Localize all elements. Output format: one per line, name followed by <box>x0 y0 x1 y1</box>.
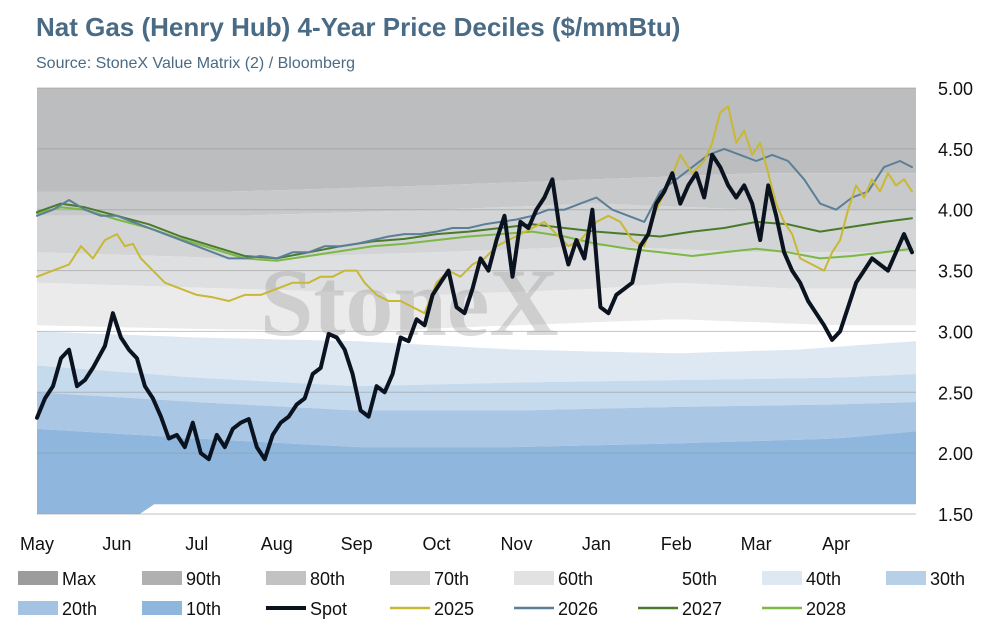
legend-item-2028: 2028 <box>762 599 846 619</box>
y-tick-label: 1.50 <box>938 505 973 525</box>
legend-label: 2026 <box>558 599 598 619</box>
legend-label: 80th <box>310 569 345 589</box>
y-tick-label: 3.00 <box>938 322 973 342</box>
legend-swatch <box>18 601 58 615</box>
legend-item-max: Max <box>18 569 96 589</box>
x-tick-label: Jun <box>102 534 131 554</box>
x-tick-label: Jan <box>582 534 611 554</box>
legend-label: 2025 <box>434 599 474 619</box>
x-tick-label: Mar <box>741 534 772 554</box>
legend-label: 10th <box>186 599 221 619</box>
series-line-spot <box>35 152 914 462</box>
legend-item-2027: 2027 <box>638 599 722 619</box>
legend-item-90th: 90th <box>142 569 221 589</box>
chart-subtitle: Source: StoneX Value Matrix (2) / Bloomb… <box>36 55 355 72</box>
y-tick-label: 2.50 <box>938 383 973 403</box>
legend-item-20th: 20th <box>18 599 97 619</box>
x-tick-label: Oct <box>423 534 451 554</box>
x-tick-label: Apr <box>822 534 850 554</box>
legend-item-10th: 10th <box>142 599 221 619</box>
legend-swatch <box>18 571 58 585</box>
y-tick-label: 5.00 <box>938 79 973 99</box>
legend-item-40th: 40th <box>762 569 841 589</box>
x-tick-label: May <box>20 534 54 554</box>
legend-label: 2027 <box>682 599 722 619</box>
x-tick-label: Feb <box>661 534 692 554</box>
x-tick-label: Nov <box>500 534 532 554</box>
band-20th <box>37 392 916 448</box>
legend-item-2025: 2025 <box>390 599 474 619</box>
x-tick-label: Aug <box>261 534 293 554</box>
legend-swatch <box>638 571 678 585</box>
price-series <box>35 105 914 462</box>
legend-label: 2028 <box>806 599 846 619</box>
series-line-2025 <box>36 105 913 315</box>
band-30th <box>37 365 916 411</box>
legend-label: 40th <box>806 569 841 589</box>
band-90th <box>37 173 916 216</box>
legend-label: Max <box>62 569 96 589</box>
y-tick-label: 4.50 <box>938 140 973 160</box>
legend-swatch <box>266 571 306 585</box>
x-tick-label: Sep <box>341 534 373 554</box>
legend-label: 20th <box>62 599 97 619</box>
legend-swatch <box>142 571 182 585</box>
y-tick-label: 3.50 <box>938 262 973 282</box>
legend-item-50th: 50th <box>638 569 717 589</box>
legend-swatch <box>886 571 926 585</box>
legend-swatch <box>142 601 182 615</box>
legend-item-30th: 30th <box>886 569 965 589</box>
legend-swatch <box>390 571 430 585</box>
legend-label: 60th <box>558 569 593 589</box>
band-40th <box>37 331 916 387</box>
legend-swatch <box>762 571 802 585</box>
legend-item-spot: Spot <box>266 599 347 619</box>
y-axis: 5.00 4.50 4.00 3.50 3.00 2.50 2.00 1.50 <box>938 79 973 525</box>
legend-label: 70th <box>434 569 469 589</box>
gridlines <box>37 87 916 515</box>
band-50th <box>37 319 916 354</box>
legend-swatch <box>514 571 554 585</box>
legend-label: 30th <box>930 569 965 589</box>
legend-label: 90th <box>186 569 221 589</box>
legend-label: Spot <box>310 599 347 619</box>
series-line-2026 <box>36 147 913 260</box>
chart-title: Nat Gas (Henry Hub) 4-Year Price Deciles… <box>36 12 681 42</box>
legend-label: 50th <box>682 569 717 589</box>
legend: Max 90th 80th 70th 60th 50th 40th 30th 20th 10th S… <box>18 569 965 619</box>
legend-item-80th: 80th <box>266 569 345 589</box>
decile-bands <box>37 88 916 514</box>
y-tick-label: 2.00 <box>938 444 973 464</box>
x-tick-label: Jul <box>185 534 208 554</box>
y-tick-label: 4.00 <box>938 201 973 221</box>
x-axis: May Jun Jul Aug Sep Oct Nov Jan Feb Mar Apr <box>20 534 850 554</box>
legend-item-70th: 70th <box>390 569 469 589</box>
series-line-2027 <box>36 202 913 260</box>
legend-item-60th: 60th <box>514 569 593 589</box>
band-max <box>37 88 916 192</box>
legend-item-2026: 2026 <box>514 599 598 619</box>
